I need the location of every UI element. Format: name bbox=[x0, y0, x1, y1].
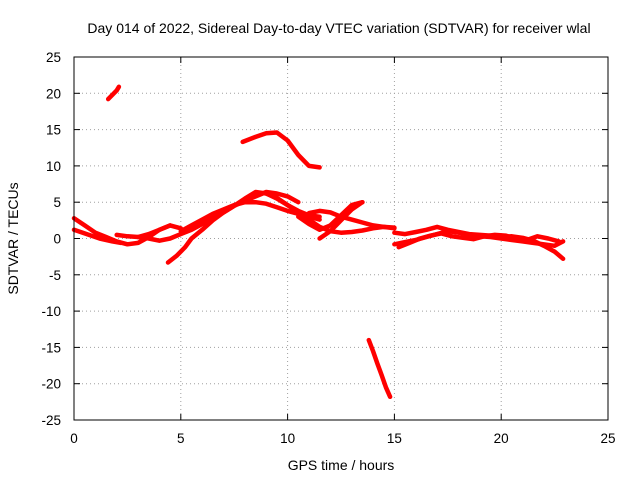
y-tick-label: 10 bbox=[46, 159, 61, 174]
y-axis-label: SDTVAR / TECUs bbox=[5, 182, 21, 294]
y-tick-label: -20 bbox=[41, 377, 61, 392]
y-tick-label: 0 bbox=[53, 232, 61, 247]
y-tick-label: -5 bbox=[49, 268, 61, 283]
series-arc-2 bbox=[71, 227, 124, 246]
x-tick-label: 10 bbox=[280, 431, 295, 446]
series-arc-10 bbox=[296, 199, 365, 233]
series-arc-15 bbox=[392, 224, 566, 262]
series-arc-13 bbox=[366, 337, 393, 400]
y-tick-label: -25 bbox=[41, 413, 61, 428]
axis-ticks bbox=[73, 56, 609, 421]
y-tick-label: -10 bbox=[41, 304, 61, 319]
x-tick-label: 5 bbox=[177, 431, 185, 446]
x-tick-labels: 0 5 10 15 20 25 bbox=[70, 431, 615, 446]
y-tick-label: 15 bbox=[46, 123, 61, 138]
series-arc-12 bbox=[317, 199, 365, 241]
series-layer bbox=[71, 84, 566, 400]
series-arc-4 bbox=[114, 223, 173, 240]
series-arc-8 bbox=[240, 130, 322, 170]
series-arc-16 bbox=[396, 231, 562, 250]
x-tick-label: 0 bbox=[70, 431, 78, 446]
y-tick-label: 20 bbox=[46, 86, 61, 101]
y-tick-label: 25 bbox=[46, 50, 61, 65]
x-axis-label: GPS time / hours bbox=[288, 457, 395, 473]
series-arc-3 bbox=[105, 84, 122, 102]
series-arc-11 bbox=[306, 208, 397, 231]
x-tick-label: 15 bbox=[387, 431, 402, 446]
y-tick-labels: 25 20 15 10 5 0 -5 -10 -15 -20 -25 bbox=[41, 50, 61, 428]
x-tick-label: 20 bbox=[494, 431, 509, 446]
y-tick-label: -15 bbox=[41, 340, 61, 355]
chart-title: Day 014 of 2022, Sidereal Day-to-day VTE… bbox=[87, 20, 590, 36]
y-tick-label: 5 bbox=[53, 195, 61, 210]
x-tick-label: 25 bbox=[600, 431, 615, 446]
